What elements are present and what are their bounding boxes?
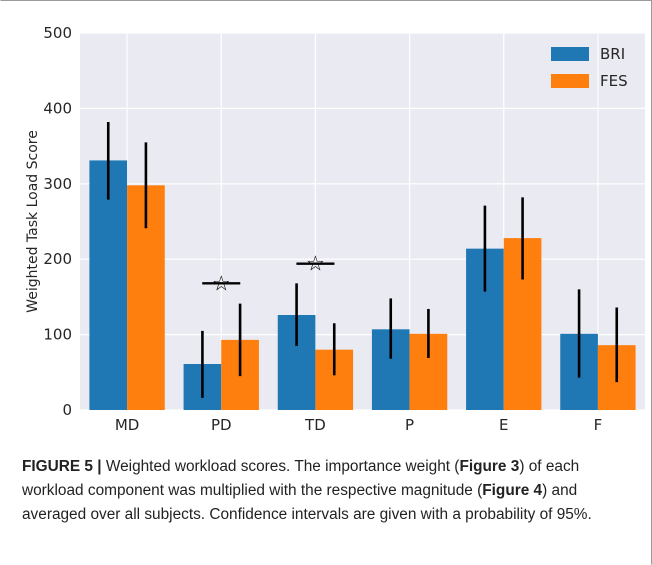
x-tick-label: E (499, 416, 508, 434)
caption-text-2: ) of each workload component was multipl… (22, 458, 580, 499)
y-axis-label: Weighted Task Load Score (25, 130, 41, 313)
x-tick-label: F (594, 416, 603, 434)
caption-text-3: ) and averaged over all subjects. Confid… (22, 482, 592, 523)
figure-caption: FIGURE 5 | Weighted workload scores. The… (22, 455, 632, 527)
y-tick-label: 0 (62, 401, 72, 419)
significance-markers: ☆☆ (202, 252, 335, 295)
x-tick-labels: MD PD TD P E F (115, 416, 602, 434)
figure-ref-2[interactable]: Figure 4 (482, 482, 543, 499)
y-tick-label: 500 (43, 24, 72, 42)
figure-label: FIGURE 5 | (22, 458, 102, 475)
legend: BRI FES (551, 45, 628, 90)
y-tick-label: 300 (43, 175, 72, 193)
error-bars (106, 121, 619, 398)
x-tick-label: TD (304, 416, 326, 434)
legend-label-fes: FES (600, 72, 628, 90)
legend-label-bri: BRI (600, 45, 625, 63)
y-tick-labels: 0 100 200 300 400 500 (43, 24, 72, 419)
figure-ref-1[interactable]: Figure 3 (459, 458, 520, 475)
bar-bri-md (89, 160, 128, 410)
y-tick-label: 400 (43, 99, 72, 117)
legend-swatch-bri (551, 47, 589, 61)
plot-area (80, 33, 645, 410)
x-tick-label: MD (115, 416, 140, 434)
significance-star-icon: ☆ (306, 252, 325, 276)
significance-star-icon: ☆ (212, 271, 231, 295)
legend-swatch-fes (551, 74, 589, 88)
x-tick-label: PD (211, 416, 232, 434)
x-tick-label: P (405, 416, 414, 434)
y-tick-label: 100 (43, 326, 72, 344)
y-tick-label: 200 (43, 250, 72, 268)
caption-text-1: Weighted workload scores. The importance… (101, 458, 460, 475)
